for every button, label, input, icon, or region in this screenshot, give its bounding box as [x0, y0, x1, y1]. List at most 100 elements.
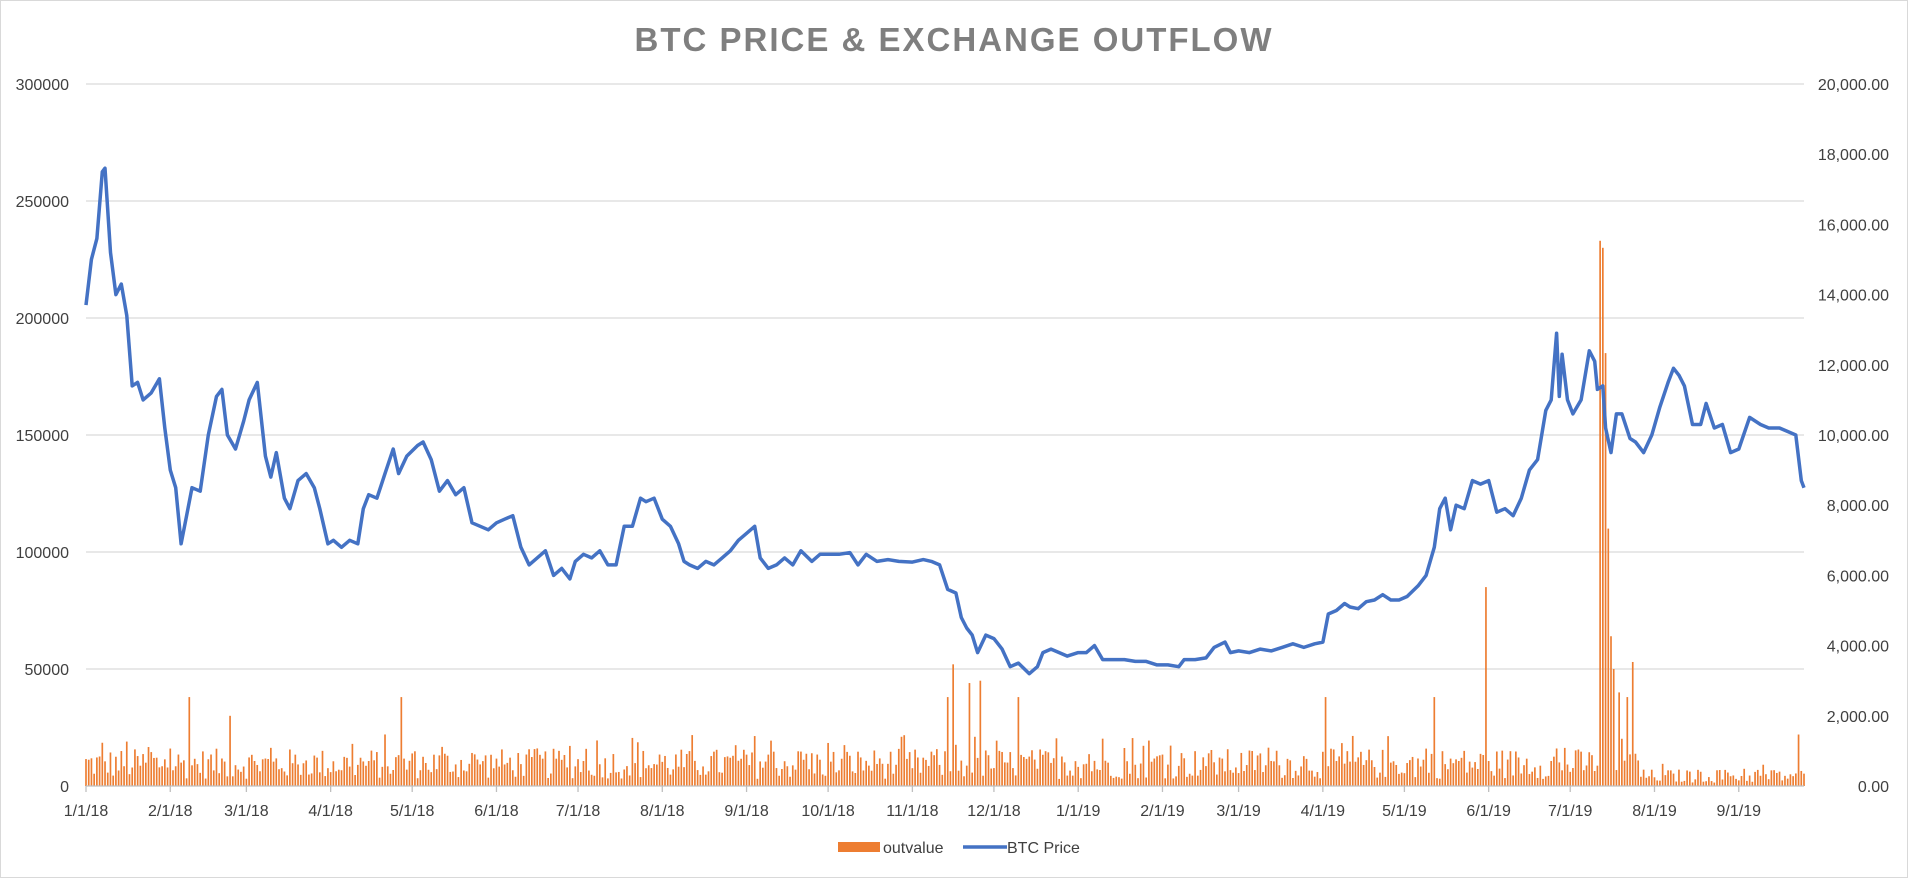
outvalue-bar [231, 776, 234, 786]
outvalue-bar [1343, 763, 1346, 786]
outvalue-bar [1667, 770, 1669, 786]
outvalue-bar [897, 748, 900, 786]
outvalue-bar [639, 777, 642, 786]
outvalue-bar [1096, 769, 1099, 786]
outvalue-bar [1626, 697, 1629, 786]
outvalue-bar [1436, 778, 1438, 786]
outvalue-bar [139, 765, 142, 786]
outvalue-bar [1267, 747, 1270, 786]
outvalue-bar [1006, 762, 1009, 786]
outvalue-bar [253, 760, 256, 786]
outvalue-bar [1324, 697, 1327, 786]
outvalue-bar [900, 736, 903, 786]
outvalue-bar [1199, 769, 1202, 786]
outvalue-bar [1131, 738, 1134, 786]
outvalue-bar [1101, 738, 1104, 786]
outvalue-bar [566, 767, 568, 786]
btc-price-line [84, 166, 1806, 676]
outvalue-bar [859, 757, 862, 786]
outvalue-bar [1316, 772, 1319, 786]
outvalue-bar [1724, 769, 1727, 786]
outvalue-bar [1471, 767, 1474, 786]
outvalue-bar [318, 772, 321, 786]
outvalue-bar [1544, 776, 1547, 786]
outvalue-bar [443, 753, 446, 786]
outvalue-bar [936, 749, 938, 786]
outvalue-bar [169, 748, 172, 786]
legend-label-outvalue: outvalue [883, 840, 944, 857]
outvalue-bar [925, 759, 927, 786]
outvalue-bar [1330, 748, 1332, 786]
outvalue-bar [1142, 745, 1145, 786]
x-tick-label: 9/1/19 [1717, 803, 1762, 820]
outvalue-bar [343, 756, 346, 786]
outvalue-bar [106, 772, 109, 786]
outvalue-bar [628, 775, 631, 786]
outvalue-bar [1341, 743, 1343, 786]
outvalue-bar [1623, 760, 1626, 786]
outvalue-bar [1523, 765, 1525, 786]
outvalue-bar [767, 754, 770, 786]
outvalue-bar [1099, 770, 1101, 786]
outvalue-bar [794, 769, 797, 786]
outvalue-bar [389, 773, 392, 786]
outvalue-bar [1379, 772, 1381, 786]
outvalue-bar [1485, 587, 1487, 786]
outvalue-bar [215, 748, 218, 786]
outvalue-bar [367, 761, 370, 786]
outvalue-bar [1047, 752, 1050, 786]
outvalue-bar [1202, 757, 1205, 786]
outvalue-bar [223, 761, 226, 786]
outvalue-bar [381, 766, 384, 786]
outvalue-bar [1767, 779, 1770, 786]
outvalue-bar [1612, 669, 1615, 786]
outvalue-bar [1495, 751, 1498, 786]
outvalue-bar [1740, 776, 1743, 786]
x-tick-label: 6/1/18 [474, 803, 519, 820]
outvalue-bar [1362, 764, 1365, 786]
outvalue-bar [1139, 763, 1142, 786]
outvalue-bar [1444, 764, 1447, 786]
outvalue-bar [1607, 528, 1610, 786]
outvalue-bar [805, 753, 808, 786]
outvalue-bar [256, 764, 259, 786]
outvalue-bar [547, 777, 549, 786]
outvalue-bar [571, 778, 574, 786]
outvalue-bar [1071, 775, 1074, 786]
outvalue-bar [408, 760, 411, 786]
outvalue-bar [1248, 750, 1251, 786]
outvalue-bar [484, 755, 487, 786]
outvalue-bar [963, 776, 965, 786]
outvalue-bar [911, 768, 914, 786]
outvalue-bar [1781, 780, 1784, 786]
outvalue-bar [1406, 763, 1408, 786]
outvalue-bar [1550, 760, 1553, 786]
outvalue-bar [707, 771, 710, 786]
outvalue-bar [955, 744, 957, 786]
outvalue-bar [142, 754, 144, 786]
outvalue-bar [261, 759, 264, 786]
outvalue-bar [1634, 753, 1637, 786]
outvalue-bar [895, 764, 897, 786]
outvalue-bar [1322, 751, 1324, 786]
outvalue-bar [416, 778, 419, 786]
outvalue-bar [1504, 778, 1506, 786]
outvalue-bar [242, 766, 245, 786]
outvalue-bar [1596, 765, 1599, 786]
outvalue-bar [1354, 761, 1357, 786]
outvalue-bar [522, 775, 525, 786]
outvalue-bar [1251, 750, 1254, 786]
outvalue-bar [280, 768, 283, 786]
x-tick-label: 1/1/19 [1056, 803, 1101, 820]
outvalue-bar [1025, 758, 1028, 786]
outvalue-bar [1169, 745, 1172, 786]
outvalue-bar [919, 772, 922, 786]
outvalue-bar [1710, 781, 1713, 786]
outvalue-bar [1148, 740, 1150, 786]
right-tick-label: 10,000.00 [1818, 428, 1889, 445]
outvalue-bar [1737, 780, 1740, 786]
outvalue-bar [1482, 755, 1485, 786]
outvalue-bar [310, 773, 313, 786]
outvalue-bar [623, 769, 626, 786]
outvalue-bar [878, 758, 881, 786]
